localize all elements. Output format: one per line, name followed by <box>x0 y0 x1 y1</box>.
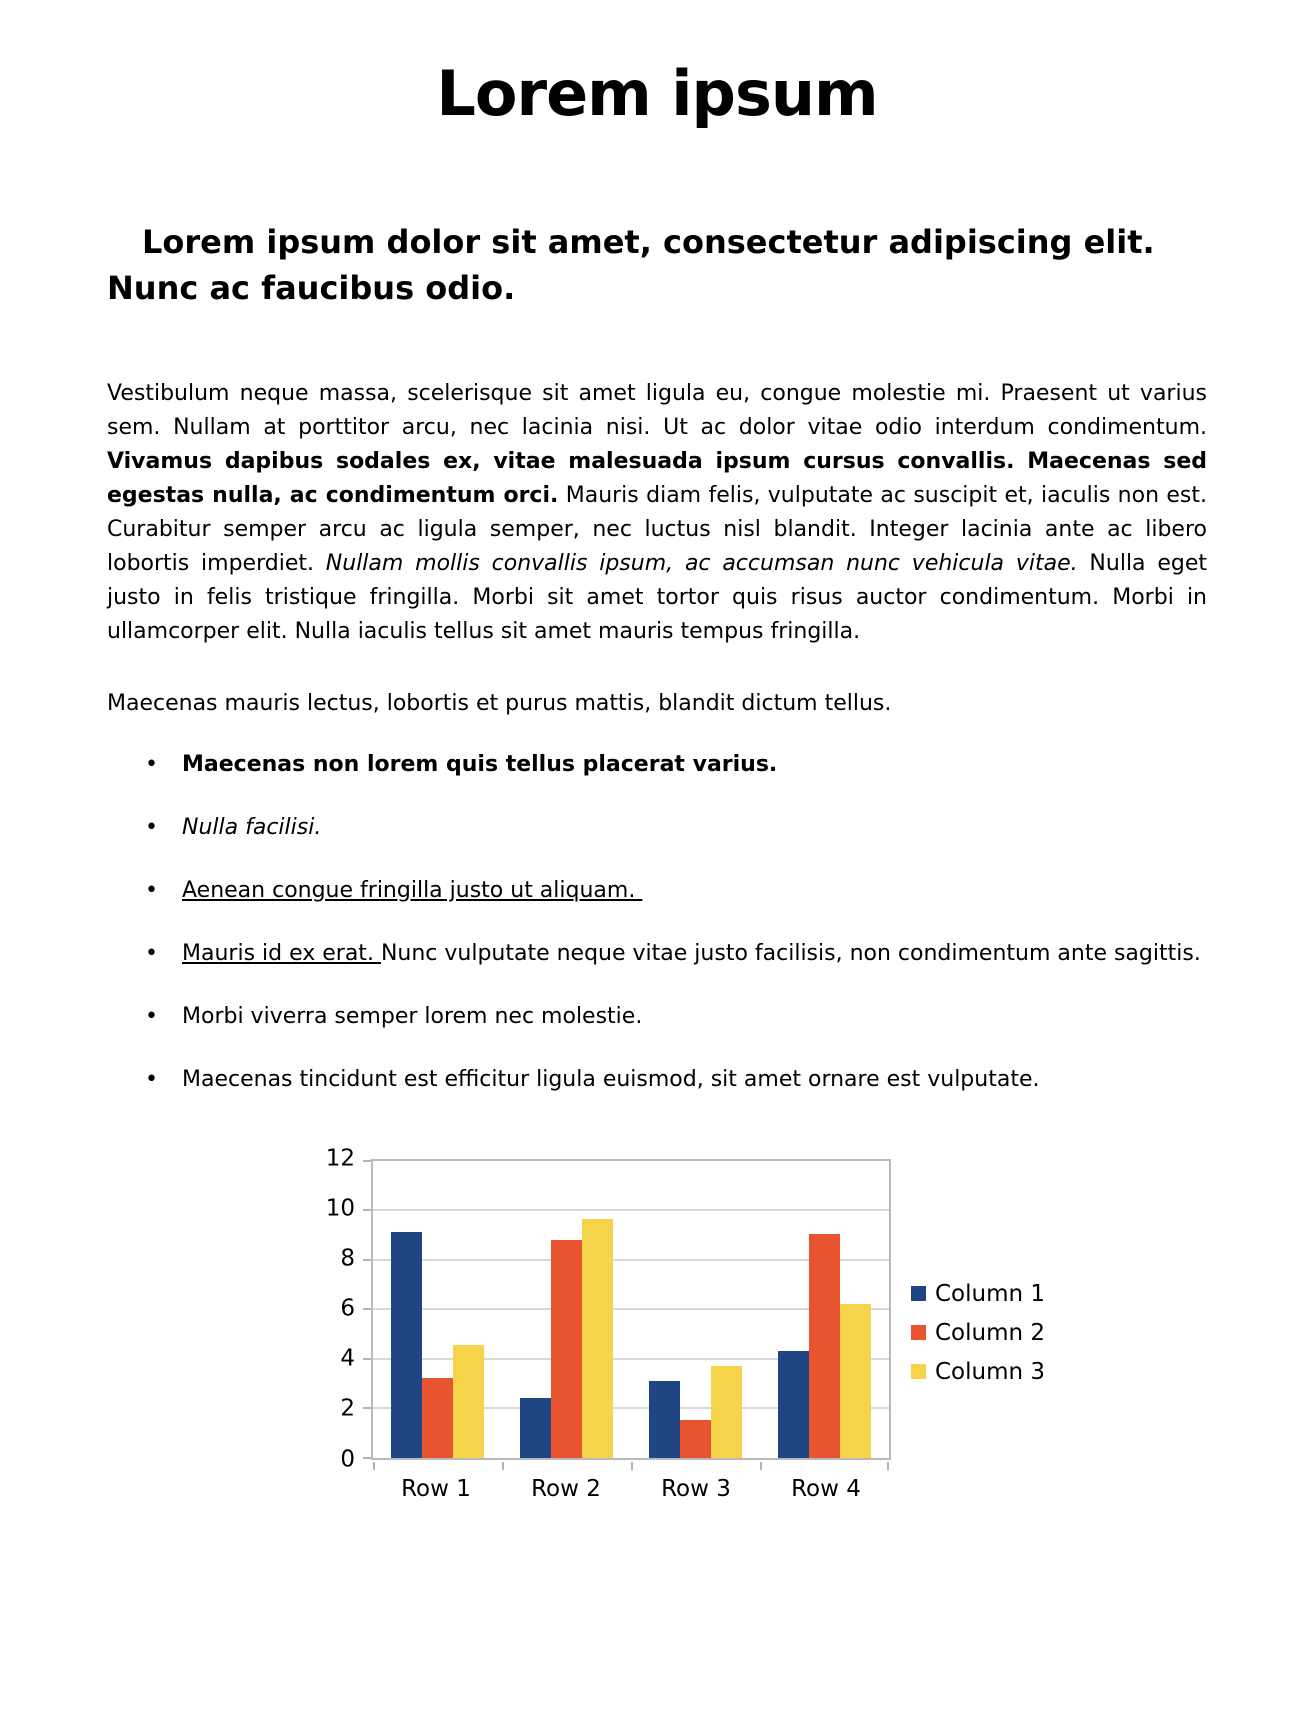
legend-item-column-3: Column 3 <box>911 1359 1045 1385</box>
legend-swatch-column-2 <box>911 1325 926 1341</box>
y-axis-tick <box>363 1258 371 1261</box>
chart-y-axis: 0 2 4 6 8 10 12 <box>325 1147 371 1471</box>
legend-label: Column 3 <box>935 1358 1046 1385</box>
list-item-text: Maecenas tincidunt est efficitur ligula … <box>182 1066 1040 1092</box>
list-item: • Aenean congue fringilla justo ut aliqu… <box>107 873 1207 908</box>
list-intro-paragraph: Maecenas mauris lectus, lobortis et puru… <box>107 690 892 716</box>
body-run-italic: Nullam mollis convallis ipsum, ac accums… <box>325 550 1078 576</box>
legend-swatch-column-3 <box>911 1364 926 1380</box>
list-item-text: Mauris id ex erat. Nunc vulputate neque … <box>182 936 1207 971</box>
y-axis-label: 6 <box>340 1295 355 1322</box>
y-axis-tick <box>363 1159 371 1162</box>
legend-swatch-column-1 <box>911 1286 926 1302</box>
x-axis-label: Row 2 <box>531 1475 601 1502</box>
bar-column-1-row-3 <box>649 1380 680 1458</box>
y-axis-label: 4 <box>340 1345 355 1372</box>
y-axis-label: 12 <box>325 1145 355 1172</box>
bar-column-3-row-2 <box>582 1218 613 1458</box>
chart-plot-area: 0 2 4 6 8 10 12 Row 1 Row 2 Row 3 Row 4 <box>325 1147 891 1502</box>
bullet-icon: • <box>145 1003 158 1029</box>
legend-label: Column 2 <box>935 1319 1046 1346</box>
bullet-icon: • <box>145 877 158 903</box>
x-axis-tick <box>760 1461 762 1470</box>
body-run-normal: Mauris diam felis, vulputate ac suscipit… <box>107 482 1207 576</box>
subtitle-heading: Lorem ipsum dolor sit amet, consectetur … <box>107 222 1155 307</box>
gridline <box>373 1258 889 1261</box>
list-item: • Maecenas tincidunt est efficitur ligul… <box>107 1062 1207 1097</box>
chart-plot <box>363 1158 891 1470</box>
x-axis-tick <box>887 1461 889 1470</box>
bar-column-3-row-3 <box>711 1365 742 1458</box>
bar-column-2-row-1 <box>422 1378 453 1458</box>
legend-item-column-1: Column 1 <box>911 1281 1045 1307</box>
y-axis-tick <box>363 1308 371 1311</box>
list-item: • Maecenas non lorem quis tellus placera… <box>107 747 1207 782</box>
list-item: • Morbi viverra semper lorem nec molesti… <box>107 999 1207 1034</box>
bar-column-1-row-1 <box>391 1232 422 1458</box>
bullet-list: • Maecenas non lorem quis tellus placera… <box>107 747 1207 1097</box>
bar-column-2-row-3 <box>680 1420 711 1458</box>
list-item: • Nulla facilisi. <box>107 810 1207 845</box>
y-axis-tick <box>363 1357 371 1360</box>
legend-item-column-2: Column 2 <box>911 1320 1045 1346</box>
chart-x-labels: Row 1 Row 2 Row 3 Row 4 <box>371 1460 891 1502</box>
gridline <box>373 1407 889 1410</box>
body-run-normal: Vestibulum neque massa, scelerisque sit … <box>107 380 1207 440</box>
list-item: • Mauris id ex erat. Nunc vulputate nequ… <box>107 936 1207 971</box>
bullet-icon: • <box>145 940 158 966</box>
bar-column-3-row-4 <box>840 1304 871 1458</box>
list-item-text: Nulla facilisi. <box>182 814 322 840</box>
x-axis-label: Row 1 <box>401 1475 471 1502</box>
list-item-text: Maecenas non lorem quis tellus placerat … <box>182 751 778 777</box>
y-axis-label: 2 <box>340 1395 355 1422</box>
list-item-underlined-run: Mauris id ex erat. <box>182 940 381 966</box>
list-item-normal-run: Nunc vulputate neque vitae justo facilis… <box>380 940 1201 966</box>
y-axis-tick <box>363 1209 371 1212</box>
bar-column-1-row-4 <box>778 1351 809 1458</box>
document-page: Lorem ipsum Lorem ipsum dolor sit amet, … <box>0 57 1314 1502</box>
bar-chart: 0 2 4 6 8 10 12 Row 1 Row 2 Row 3 Row 4 Column 1 … <box>325 1147 1207 1502</box>
bar-column-2-row-2 <box>551 1239 582 1458</box>
bar-column-1-row-2 <box>520 1398 551 1458</box>
bullet-icon: • <box>145 751 158 777</box>
gridline <box>373 1209 889 1212</box>
x-axis-tick <box>631 1461 633 1470</box>
x-axis-tick <box>373 1461 375 1470</box>
gridline <box>373 1308 889 1311</box>
bar-column-3-row-1 <box>453 1345 484 1458</box>
bullet-icon: • <box>145 1066 158 1092</box>
y-axis-label: 8 <box>340 1245 355 1272</box>
y-axis-label: 10 <box>325 1195 355 1222</box>
body-paragraph: Vestibulum neque massa, scelerisque sit … <box>107 377 1207 649</box>
y-axis-label: 0 <box>340 1446 355 1473</box>
gridline <box>373 1357 889 1360</box>
bar-column-2-row-4 <box>809 1234 840 1458</box>
body-run-bold: Vivamus dapibus sodales ex, vitae malesu… <box>107 448 1207 508</box>
list-item-text: Morbi viverra semper lorem nec molestie. <box>182 1003 643 1029</box>
legend-label: Column 1 <box>935 1280 1046 1307</box>
chart-legend: Column 1 Column 2 Column 3 <box>911 1281 1045 1398</box>
x-axis-label: Row 4 <box>791 1475 861 1502</box>
y-axis-tick <box>363 1407 371 1410</box>
y-axis-tick <box>363 1456 371 1459</box>
bullet-icon: • <box>145 814 158 840</box>
x-axis-label: Row 3 <box>661 1475 731 1502</box>
body-run-normal: Nulla eget justo in felis tristique frin… <box>107 550 1208 644</box>
x-axis-tick <box>502 1461 504 1470</box>
document-title: Lorem ipsum <box>436 57 878 130</box>
list-item-text: Aenean congue fringilla justo ut aliquam… <box>182 877 643 903</box>
